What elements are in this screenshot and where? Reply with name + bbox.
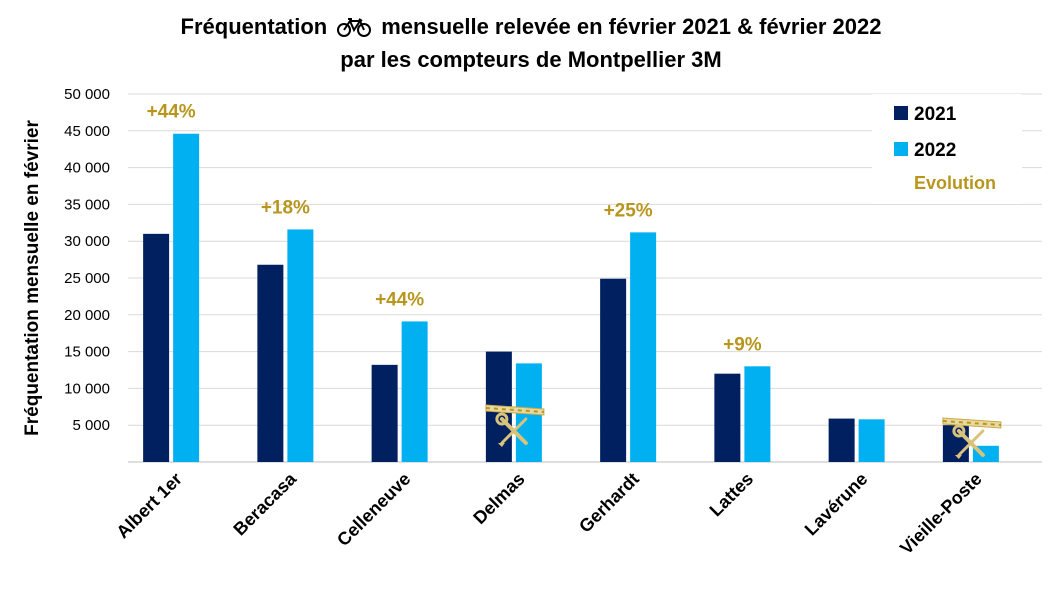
y-tick-label: 50 000	[64, 86, 110, 103]
evolution-label: +18%	[261, 197, 310, 218]
chart-title-part-1: Fréquentation	[180, 14, 328, 39]
y-tick-label: 20 000	[64, 307, 110, 324]
x-tick-label: Delmas	[469, 469, 528, 528]
legend-label-2021: 2021	[914, 104, 957, 125]
bar-2022	[401, 321, 428, 462]
wrench-screwdriver-icon	[952, 424, 985, 459]
y-tick-label: 10 000	[64, 380, 110, 397]
evolution-label: +25%	[604, 200, 653, 221]
legend-label-2022: 2022	[914, 140, 956, 161]
bar-2021	[143, 233, 170, 462]
chart-title-line-1: Fréquentation mensuelle relevée en févrie…	[0, 12, 1062, 45]
chart-title-line-2: par les compteurs de Montpellier 3M	[340, 47, 722, 72]
y-tick-label: 15 000	[64, 344, 110, 361]
chart-title-part-2: mensuelle relevée en février 2021 & févr…	[381, 14, 882, 39]
bar-2022	[858, 419, 885, 462]
y-axis-label: Fréquentation mensuelle en février	[22, 120, 43, 436]
bar-2021	[257, 264, 284, 462]
x-tick-label: Vieille-Poste	[896, 469, 986, 559]
evolution-label: +9%	[723, 334, 762, 355]
bar-2022	[287, 229, 314, 462]
x-tick-label: Albert 1er	[112, 469, 186, 543]
bar-2022	[630, 232, 657, 462]
y-tick-label: 30 000	[64, 233, 110, 250]
y-tick-label: 35 000	[64, 196, 110, 213]
bicycle-icon	[337, 15, 372, 45]
legend-swatch-2021	[894, 106, 908, 120]
y-tick-label: 40 000	[64, 160, 110, 177]
wrench-screwdriver-icon	[495, 412, 528, 447]
y-tick-label: 25 000	[64, 270, 110, 287]
roadworks-barrier-icon	[942, 417, 1002, 429]
bar-2021	[371, 364, 398, 462]
chart-title: Fréquentation mensuelle relevée en févrie…	[0, 12, 1062, 75]
bar-2022	[173, 133, 200, 462]
bar-2021	[828, 418, 855, 462]
legend-label-evolution: Evolution	[914, 173, 996, 193]
y-tick-label: 45 000	[64, 123, 110, 140]
y-tick-label: 5 000	[72, 417, 110, 434]
evolution-label: +44%	[147, 102, 196, 123]
x-tick-label: Beracasa	[229, 468, 300, 539]
evolution-label: +44%	[375, 289, 424, 310]
bar-2022	[744, 366, 771, 462]
x-tick-label: Lavérune	[801, 469, 872, 540]
bar-2021	[600, 278, 627, 462]
x-tick-label: Celleneuve	[333, 469, 414, 550]
bar-2021	[714, 373, 741, 462]
x-tick-label: Lattes	[706, 469, 758, 521]
legend-swatch-2022	[894, 142, 908, 156]
roadworks-barrier-icon	[485, 404, 545, 416]
x-tick-label: Gerhardt	[575, 469, 643, 537]
